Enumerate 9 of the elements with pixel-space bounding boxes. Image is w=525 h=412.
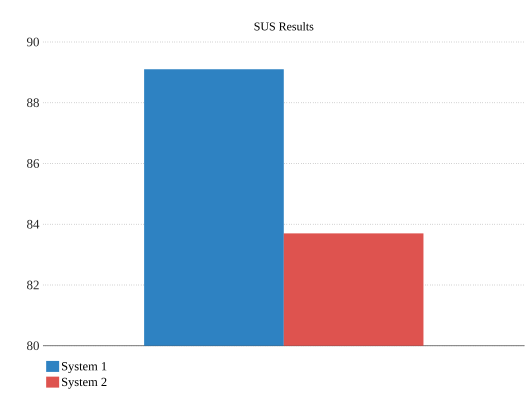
y-tick-label: 90 — [26, 38, 39, 46]
legend-label: System 1 — [62, 362, 106, 374]
legend-label: System 2 — [62, 378, 106, 389]
y-tick-label: 86 — [27, 159, 40, 168]
chart-title: SUS Results — [254, 22, 314, 31]
y-tick-label: 80 — [27, 342, 39, 350]
y-tick-label: 84 — [27, 220, 40, 229]
y-tick-label: 82 — [27, 280, 39, 290]
y-tick-label: 88 — [27, 98, 39, 108]
